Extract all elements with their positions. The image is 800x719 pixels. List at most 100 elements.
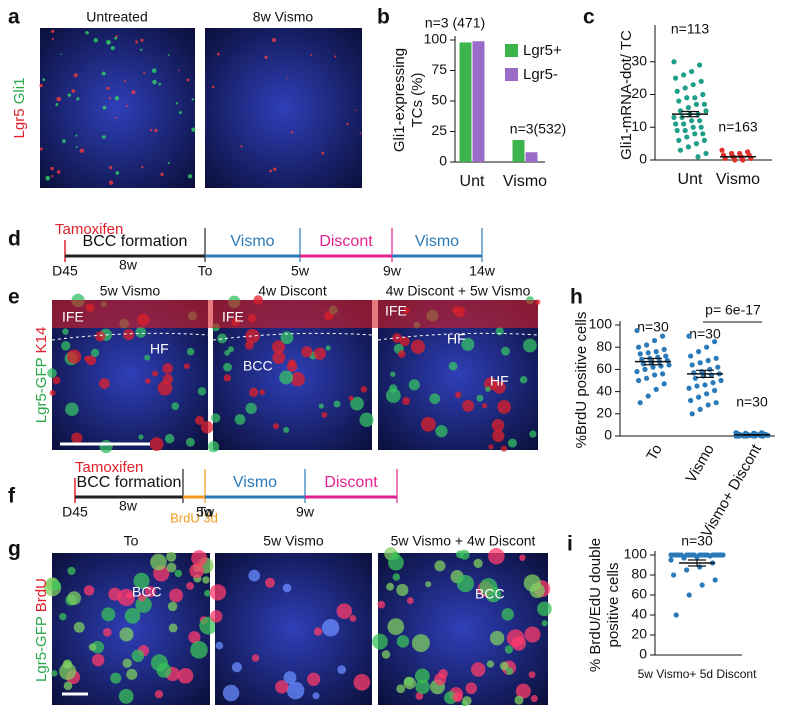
micrograph-spot [336, 603, 353, 619]
micrograph-spot [403, 676, 416, 690]
micrograph-spot [166, 551, 177, 562]
data-point [677, 147, 684, 153]
micrograph-spot [248, 387, 259, 397]
bar [512, 140, 525, 162]
data-point [674, 127, 680, 134]
micrograph-spot [402, 397, 411, 406]
data-point [644, 342, 650, 348]
data-point [642, 366, 648, 372]
y-tick-label: 60 [631, 586, 647, 602]
micrograph-spot [290, 131, 294, 134]
phase-label: Vismo [415, 233, 459, 250]
micrograph-spot [461, 337, 475, 351]
micrograph-spot [83, 585, 95, 596]
micrograph-spot [162, 363, 173, 374]
micrograph-spot [51, 37, 54, 41]
data-point [677, 108, 684, 114]
data-point [686, 333, 692, 339]
y-axis-label: positive cells [605, 562, 622, 647]
panel-label: a [8, 6, 20, 29]
micrograph-spot [406, 597, 414, 605]
micrograph-spot [99, 440, 113, 454]
data-point [689, 68, 695, 75]
micrograph-spot [301, 346, 313, 358]
image-ylabel: Lgr5-GFP K14 [33, 327, 50, 423]
micrograph-spot [191, 98, 194, 101]
micrograph-spot [386, 582, 395, 591]
micrograph-spot [415, 692, 424, 700]
micrograph-spot [448, 361, 458, 371]
micrograph-spot [283, 671, 297, 685]
micrograph-spot [158, 82, 162, 86]
legend-label: Lgr5- [523, 66, 558, 83]
micrograph-spot [114, 96, 119, 101]
micrograph-spot [488, 444, 494, 450]
panel-label: c [583, 6, 595, 29]
micrograph-spot [140, 48, 143, 51]
micrograph-spot [359, 412, 374, 427]
data-point [639, 356, 645, 363]
micrograph-spot [290, 371, 305, 387]
ylabel-green: Lgr5-GFP [33, 616, 50, 682]
micrograph-spot [166, 562, 177, 573]
data-point [720, 552, 726, 558]
legend-swatch [505, 44, 518, 57]
micrograph-spot [231, 662, 243, 673]
micrograph-spot [171, 402, 180, 411]
image-label: BCC [132, 584, 162, 600]
timeline-tick-label: D45 [52, 263, 78, 279]
micrograph-spot [541, 620, 548, 627]
data-point [681, 555, 687, 561]
micrograph-spot [42, 78, 46, 82]
data-point [715, 364, 721, 370]
timeline-tick-label: D45 [62, 504, 88, 520]
micrograph-spot [287, 77, 289, 80]
micrograph-spot [491, 419, 505, 432]
micrograph-spot [114, 36, 118, 40]
micrograph-spot [71, 432, 83, 444]
micrograph-spot [279, 370, 294, 385]
data-point [661, 381, 667, 387]
micrograph-spot [131, 649, 145, 663]
timeline-tick-label: 5w [196, 504, 215, 520]
annotation: p= 6e-17 [705, 302, 761, 318]
micrograph-spot [434, 560, 446, 572]
phase-label: BCC formation [77, 474, 182, 491]
micrograph-spot [67, 566, 76, 575]
legend-swatch [505, 68, 518, 81]
micrograph-spot [167, 54, 170, 56]
micrograph-spot [286, 681, 305, 700]
micrograph-spot [135, 326, 147, 338]
data-point [637, 351, 643, 357]
micrograph-spot [73, 73, 78, 78]
micrograph-spot [101, 607, 116, 622]
ylabel-red: BrdU [33, 578, 50, 612]
micrograph-spot [334, 55, 337, 58]
micrograph-spot [429, 393, 441, 405]
y-tick-label: 25 [431, 122, 447, 138]
micrograph-spot [135, 40, 139, 44]
panel-label: f [8, 485, 16, 508]
data-point [685, 105, 692, 111]
micrograph-spot [39, 147, 43, 151]
timeline-tick-label: To [198, 504, 213, 520]
micrograph-spot [152, 370, 159, 377]
micrograph-spot [435, 425, 448, 438]
micrograph-spot [90, 348, 100, 358]
data-point [679, 114, 685, 121]
image-title: 4w Discont [258, 283, 327, 299]
data-point [673, 75, 679, 81]
micrograph-spot [499, 661, 509, 671]
micrograph-spot [154, 128, 158, 133]
micrograph-spot [144, 354, 151, 361]
micrograph-spot [144, 586, 157, 598]
micrograph-spot [333, 400, 341, 408]
ylabel-green: Gli1 [11, 78, 28, 105]
micrograph-spot [204, 589, 211, 597]
micrograph-spot [115, 171, 120, 175]
y-axis-label: % BrdU/EdU double [587, 538, 604, 672]
micrograph-spot [186, 582, 194, 590]
panel-label: h [570, 286, 583, 309]
micrograph-spot [273, 423, 279, 430]
image-title: 5w Vismo [263, 533, 324, 549]
